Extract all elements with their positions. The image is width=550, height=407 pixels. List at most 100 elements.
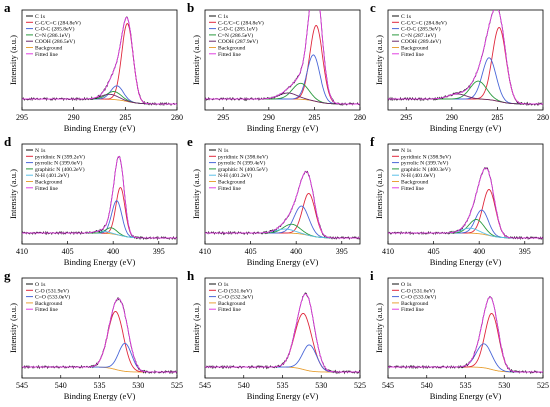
raw-spectrum	[205, 292, 360, 375]
y-axis-label: Intensity (a.u.)	[8, 35, 18, 85]
panel-a: a 295 290 285 280 Binding Energy (eV) Intensit…	[4, 0, 183, 133]
x-tick-label: 285	[491, 113, 503, 122]
legend-entry: C-O (531.6eV)	[218, 287, 252, 294]
panel-letter: b	[187, 0, 194, 15]
x-axis-label: Binding Energy (eV)	[64, 123, 136, 133]
fitted-line	[388, 10, 543, 105]
component-peak-2	[205, 344, 360, 373]
y-axis-label: Intensity (a.u.)	[374, 303, 384, 353]
legend-entry: O 1s	[35, 282, 45, 288]
legend: O 1sC-O (531.9eV)C=O (533.0eV)Background…	[26, 282, 70, 313]
panel-letter: e	[187, 134, 193, 149]
x-tick-label: 395	[153, 247, 165, 256]
legend-entry: N 1s	[401, 148, 411, 154]
component-peak-2	[388, 57, 543, 105]
panel-letter: d	[4, 134, 12, 149]
fitted-line	[22, 17, 177, 105]
legend-entry: Background	[401, 46, 429, 52]
legend-entry: graphitic N (400.5eV)	[218, 166, 268, 173]
y-axis-label: Intensity (a.u.)	[8, 303, 18, 353]
x-tick-label: 525	[171, 381, 183, 390]
y-axis-label: Intensity (a.u.)	[191, 169, 201, 219]
x-tick-label: 540	[55, 381, 67, 390]
legend-entry: Fitted line	[401, 186, 424, 192]
component-peak-2	[205, 54, 360, 105]
y-axis-label: Intensity (a.u.)	[191, 303, 201, 353]
legend-entry: pyridinic N (399.2eV)	[35, 153, 85, 160]
legend: O 1sC-O (531.6eV)C=O (532.3eV)Background…	[209, 282, 253, 313]
legend-entry: C=O (533.0eV)	[401, 294, 436, 301]
legend-entry: C-O-C (285.1eV)	[218, 26, 258, 33]
x-tick-label: 525	[537, 381, 549, 390]
x-tick-label: 410	[382, 247, 394, 256]
panel-b: b 295 290 285 280 Binding Energy (eV) Intensit…	[187, 0, 366, 133]
curves	[388, 10, 543, 107]
x-tick-label: 410	[16, 247, 28, 256]
x-tick-label: 400	[473, 247, 485, 256]
legend-entry: O 1s	[401, 282, 411, 288]
curves	[205, 292, 360, 375]
legend-entry: Fitted line	[218, 186, 241, 192]
x-axis-label: Binding Energy (eV)	[430, 257, 502, 267]
legend-entry: graphitic N (400.3eV)	[401, 166, 451, 173]
legend-entry: Background	[218, 180, 246, 186]
x-axis-label: Binding Energy (eV)	[430, 391, 502, 401]
y-axis-label: Intensity (a.u.)	[374, 169, 384, 219]
legend-entry: C 1s	[401, 14, 411, 20]
x-axis-label: Binding Energy (eV)	[247, 123, 319, 133]
legend-entry: pyridinic N (398.6eV)	[218, 153, 268, 160]
panel-letter: i	[370, 268, 374, 283]
x-tick-label: 290	[263, 113, 275, 122]
legend-entry: C=N (287.1eV)	[401, 32, 436, 39]
background-line	[22, 98, 177, 105]
x-tick-label: 545	[16, 381, 28, 390]
x-tick-label: 530	[132, 381, 144, 390]
legend-entry: COOH (289.4eV)	[401, 38, 441, 45]
plot-frame	[204, 143, 361, 245]
legend-entry: C-C/C=C (284.8eV)	[218, 19, 264, 26]
legend-entry: Background	[218, 301, 246, 307]
background-line	[22, 366, 177, 373]
legend-entry: Fitted line	[35, 307, 58, 313]
legend: C 1sC-C/C=C (284.8eV)C-O-C (285.8eV)C=N …	[26, 14, 81, 58]
x-tick-label: 295	[400, 113, 412, 122]
legend-entry: C 1s	[35, 14, 45, 20]
fitted-line	[22, 155, 177, 239]
x-tick-label: 525	[354, 381, 366, 390]
x-tick-label: 295	[217, 113, 229, 122]
legend-entry: pyrrolic N (399.4eV)	[218, 160, 266, 167]
legend-entry: C=N (286.5eV)	[218, 32, 253, 39]
x-tick-label: 285	[308, 113, 320, 122]
legend-entry: Fitted line	[401, 52, 424, 58]
fitted-line	[22, 298, 177, 373]
legend-entry: graphitic N (400.2eV)	[35, 166, 85, 173]
legend: C 1sC-C/C=C (284.8eV)C-O-C (285.1eV)C=N …	[209, 14, 264, 58]
x-tick-label: 400	[290, 247, 302, 256]
panel-f: f 410 405 400 395 Binding Energy (eV) Intensit…	[370, 134, 544, 267]
panel-letter: a	[4, 0, 11, 15]
x-tick-label: 540	[238, 381, 250, 390]
legend-entry: N 1s	[218, 148, 228, 154]
component-peak-3	[205, 223, 360, 239]
x-tick-label: 545	[199, 381, 211, 390]
component-peak-3	[388, 80, 543, 105]
curves	[388, 295, 543, 374]
x-tick-label: 395	[519, 247, 531, 256]
curves	[388, 167, 543, 241]
plot-frame	[21, 9, 178, 111]
plot-frame	[387, 143, 544, 245]
component-peak-1	[388, 313, 543, 373]
x-tick-label: 410	[199, 247, 211, 256]
x-tick-label: 530	[315, 381, 327, 390]
x-tick-label: 290	[446, 113, 458, 122]
legend-entry: C-C/C=C (284.8eV)	[401, 19, 447, 26]
legend-entry: Fitted line	[401, 307, 424, 313]
x-tick-label: 280	[354, 113, 366, 122]
legend-entry: O 1s	[218, 282, 228, 288]
legend-entry: Fitted line	[218, 52, 241, 58]
fitted-line	[388, 296, 543, 373]
legend-entry: pyridinic N (398.9eV)	[401, 153, 451, 160]
